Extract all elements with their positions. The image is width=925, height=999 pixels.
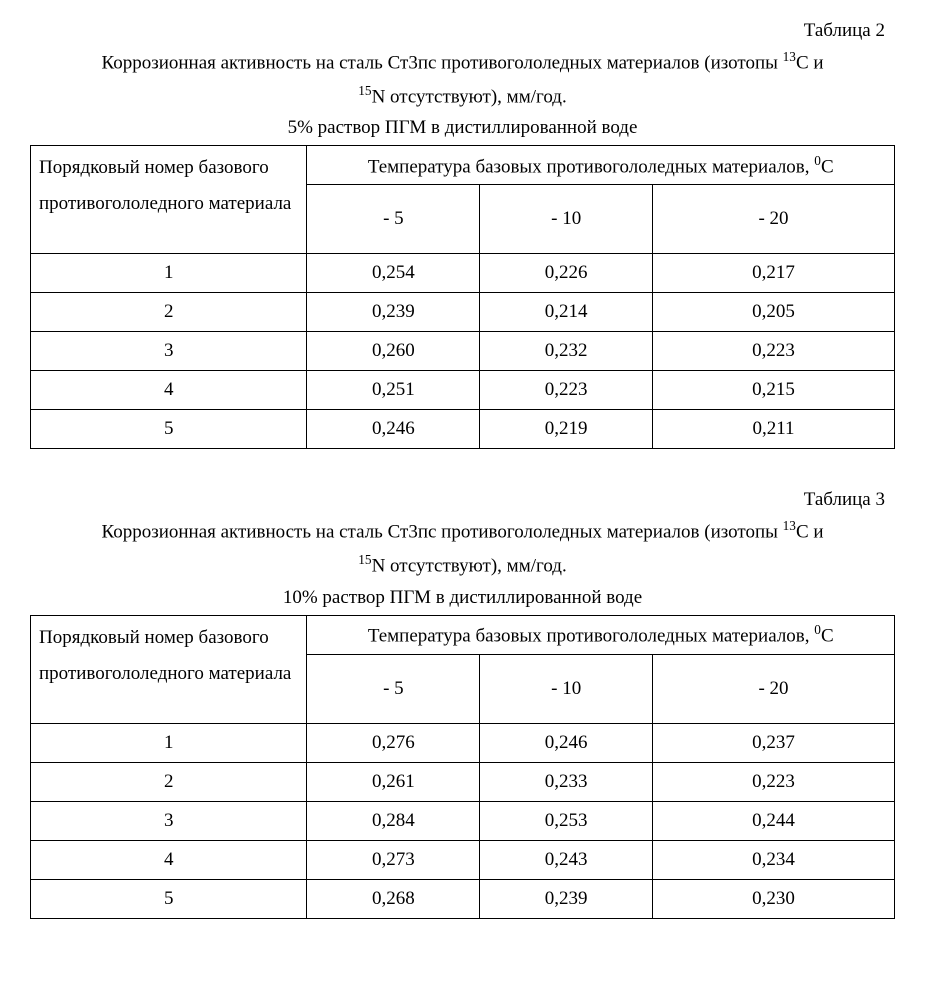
column-header: - 10 (480, 654, 653, 723)
cell-value: 0,215 (653, 371, 895, 410)
cell-value: 0,223 (480, 371, 653, 410)
row-index: 3 (31, 801, 307, 840)
isotope-sup: 13 (783, 518, 796, 533)
table-row: 30,2600,2320,223 (31, 332, 895, 371)
table-row: 20,2390,2140,205 (31, 293, 895, 332)
colgroup-text: Температура базовых противогололедных ма… (368, 625, 814, 646)
cell-value: 0,246 (480, 723, 653, 762)
cell-value: 0,276 (307, 723, 480, 762)
table-row: 50,2460,2190,211 (31, 410, 895, 449)
cell-value: 0,254 (307, 254, 480, 293)
cell-value: 0,261 (307, 762, 480, 801)
table-row: 10,2540,2260,217 (31, 254, 895, 293)
table-row: 10,2760,2460,237 (31, 723, 895, 762)
cell-value: 0,284 (307, 801, 480, 840)
cell-value: 0,223 (653, 762, 895, 801)
cell-value: 0,260 (307, 332, 480, 371)
table-subcaption: 5% раствор ПГМ в дистиллированной воде (30, 117, 895, 139)
cell-value: 0,239 (307, 293, 480, 332)
table-label: Таблица 2 (30, 20, 885, 42)
isotope-sup: 15 (358, 83, 371, 98)
column-group-header: Температура базовых противогололедных ма… (307, 146, 895, 185)
column-header: - 5 (307, 654, 480, 723)
row-index: 2 (31, 293, 307, 332)
isotope-sym: С и (796, 52, 824, 73)
cell-value: 0,244 (653, 801, 895, 840)
row-index: 4 (31, 840, 307, 879)
degree-sup: 0 (814, 622, 821, 637)
cell-value: 0,232 (480, 332, 653, 371)
column-header: - 20 (653, 654, 895, 723)
row-index: 5 (31, 879, 307, 918)
isotope-sym: N отсутствуют), мм/год. (372, 86, 567, 107)
cell-value: 0,214 (480, 293, 653, 332)
section-gap (30, 449, 895, 489)
cell-value: 0,268 (307, 879, 480, 918)
table-row: 50,2680,2390,230 (31, 879, 895, 918)
cell-value: 0,237 (653, 723, 895, 762)
degree-unit: С (821, 156, 834, 177)
colgroup-text: Температура базовых противогололедных ма… (368, 156, 814, 177)
table-row: 40,2510,2230,215 (31, 371, 895, 410)
cell-value: 0,273 (307, 840, 480, 879)
data-table: Порядковый номер базового противогололед… (30, 145, 895, 449)
cell-value: 0,226 (480, 254, 653, 293)
cell-value: 0,253 (480, 801, 653, 840)
row-header: Порядковый номер базового противогололед… (31, 615, 307, 723)
degree-sup: 0 (814, 153, 821, 168)
row-index: 4 (31, 371, 307, 410)
row-index: 1 (31, 254, 307, 293)
column-header: - 10 (480, 185, 653, 254)
table-caption: Коррозионная активность на сталь Ст3пс п… (30, 515, 895, 582)
isotope-sym: N отсутствуют), мм/год. (372, 555, 567, 576)
isotope-sup: 15 (358, 552, 371, 567)
cell-value: 0,219 (480, 410, 653, 449)
table-row: 20,2610,2330,223 (31, 762, 895, 801)
table-label: Таблица 3 (30, 489, 885, 511)
degree-unit: С (821, 625, 834, 646)
table-caption: Коррозионная активность на сталь Ст3пс п… (30, 46, 895, 113)
table-subcaption: 10% раствор ПГМ в дистиллированной воде (30, 587, 895, 609)
cell-value: 0,246 (307, 410, 480, 449)
row-index: 2 (31, 762, 307, 801)
cell-value: 0,243 (480, 840, 653, 879)
cell-value: 0,223 (653, 332, 895, 371)
column-header: - 5 (307, 185, 480, 254)
cell-value: 0,233 (480, 762, 653, 801)
row-header: Порядковый номер базового противогололед… (31, 146, 307, 254)
cell-value: 0,230 (653, 879, 895, 918)
cell-value: 0,251 (307, 371, 480, 410)
caption-text: Коррозионная активность на сталь Ст3пс п… (101, 522, 782, 543)
cell-value: 0,234 (653, 840, 895, 879)
cell-value: 0,239 (480, 879, 653, 918)
column-group-header: Температура базовых противогололедных ма… (307, 615, 895, 654)
caption-text: Коррозионная активность на сталь Ст3пс п… (101, 52, 782, 73)
isotope-sup: 13 (783, 49, 796, 64)
cell-value: 0,217 (653, 254, 895, 293)
row-index: 3 (31, 332, 307, 371)
column-header: - 20 (653, 185, 895, 254)
table-row: 30,2840,2530,244 (31, 801, 895, 840)
document-root: Таблица 2 Коррозионная активность на стал… (30, 20, 895, 919)
cell-value: 0,205 (653, 293, 895, 332)
row-index: 1 (31, 723, 307, 762)
row-index: 5 (31, 410, 307, 449)
table-row: 40,2730,2430,234 (31, 840, 895, 879)
cell-value: 0,211 (653, 410, 895, 449)
data-table: Порядковый номер базового противогололед… (30, 615, 895, 919)
isotope-sym: С и (796, 522, 824, 543)
